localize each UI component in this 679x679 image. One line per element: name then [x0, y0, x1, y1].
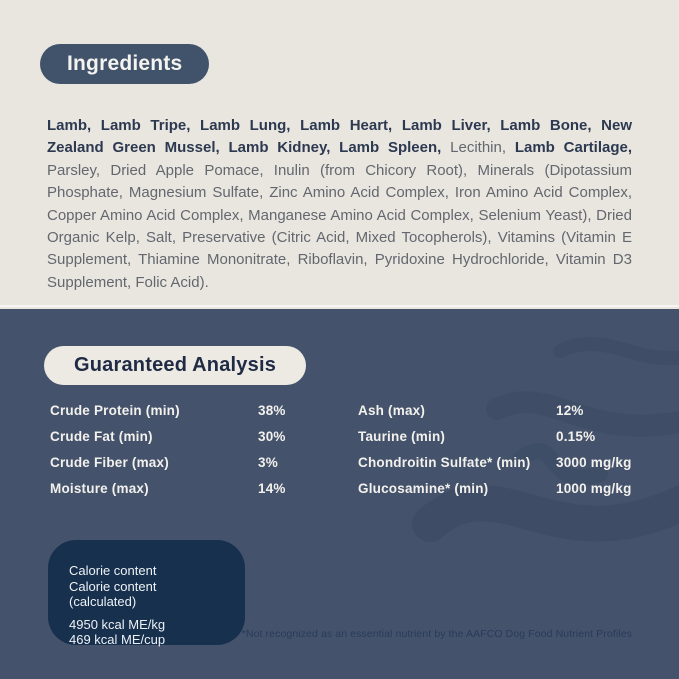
analysis-value: 0.15% — [556, 428, 596, 444]
analysis-label: Crude Fat (min) — [50, 428, 153, 444]
guaranteed-analysis-title: Guaranteed Analysis — [74, 354, 277, 376]
calorie-heading-line: Calorie content — [69, 563, 157, 578]
analysis-table: Crude Protein (min) 38% Ash (max) 12% Cr… — [50, 397, 635, 501]
guaranteed-analysis-header-pill: Guaranteed Analysis — [44, 346, 307, 385]
analysis-value: 12% — [556, 402, 584, 418]
ingredients-segment: Lecithin, — [450, 139, 515, 157]
analysis-value: 1000 mg/kg — [556, 480, 632, 496]
analysis-value: 30% — [258, 428, 286, 444]
analysis-label: Crude Fiber (max) — [50, 454, 169, 470]
calorie-value-line: 4950 kcal ME/kg — [69, 616, 166, 632]
guaranteed-analysis-section: Guaranteed Analysis Crude Protein (min) … — [0, 309, 679, 679]
analysis-value: 3000 mg/kg — [556, 454, 632, 470]
ingredients-segment: Lamb Cartilage, — [514, 139, 632, 157]
calorie-spacer — [69, 610, 227, 617]
aafco-footnote: *Not recognized as an essential nutrient… — [241, 628, 632, 640]
calorie-heading-line: Calorie content (calculated) — [69, 578, 157, 610]
ingredients-segment: Parsley, Dried Apple Pomace, Inulin (fro… — [47, 161, 632, 291]
analysis-label: Chondroitin Sulfate* (min) — [358, 454, 531, 470]
analysis-label: Glucosamine* (min) — [358, 480, 489, 496]
calorie-content-box: Calorie content Calorie content (calcula… — [48, 540, 245, 647]
analysis-value: 14% — [258, 480, 286, 496]
analysis-value: 38% — [258, 402, 286, 418]
analysis-label: Taurine (min) — [358, 428, 446, 444]
ingredients-paragraph: Lamb, Lamb Tripe, Lamb Lung, Lamb Heart,… — [47, 115, 632, 294]
ingredients-section: Ingredients Lamb, Lamb Tripe, Lamb Lung,… — [0, 0, 679, 307]
calorie-value-line: 469 kcal ME/cup — [69, 632, 166, 647]
analysis-value: 3% — [258, 454, 278, 470]
ingredients-segment: Lamb, Lamb Tripe, Lamb Lung, Lamb Heart,… — [47, 117, 632, 157]
analysis-label: Crude Protein (min) — [50, 402, 180, 418]
ingredients-title: Ingredients — [67, 52, 183, 75]
analysis-label: Ash (max) — [358, 402, 426, 418]
ingredients-header-pill: Ingredients — [40, 44, 210, 84]
analysis-label: Moisture (max) — [50, 480, 149, 496]
